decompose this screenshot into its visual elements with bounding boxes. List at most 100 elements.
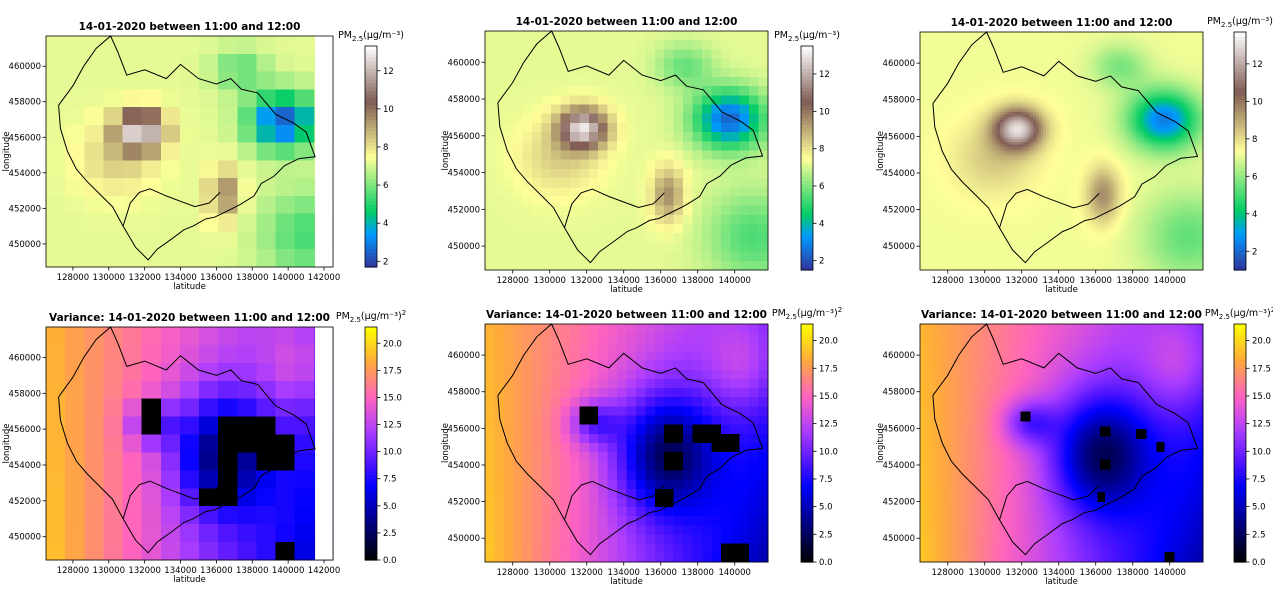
- colorbar-tick-label: 2: [819, 257, 824, 267]
- inner-boundary: [999, 480, 1100, 521]
- x-tick-label: 130000: [969, 568, 1001, 578]
- y-tick-label: 454000: [883, 169, 915, 179]
- colorbar-tick-label: 8: [819, 145, 824, 155]
- x-axis-label: latitude: [610, 577, 643, 587]
- colorbar-frame: [1233, 31, 1247, 271]
- y-tick-label: 454000: [9, 461, 41, 471]
- colorbar-tick-label: 12.5: [1252, 420, 1271, 430]
- x-tick-label: 140000: [1153, 568, 1185, 578]
- x-tick-label: 130000: [93, 273, 125, 283]
- y-tick-label: 460000: [883, 59, 915, 69]
- y-tick-label: 458000: [448, 388, 480, 398]
- colorbar-tick-label: 6: [383, 181, 388, 191]
- colorbar: 0.0 2.5 5.0 7.5 10.0 12.5 15.0 17.5 20.0 PM2.5(µg…: [772, 306, 842, 568]
- colorbar-tick-label: 0.0: [819, 558, 833, 568]
- y-tick-label: 450000: [9, 240, 41, 250]
- colorbar-tick-label: 5.0: [1252, 503, 1266, 513]
- x-tick-label: 134000: [164, 273, 196, 283]
- x-tick-label: 128000: [932, 276, 964, 286]
- x-tick-label: 140000: [1153, 276, 1185, 286]
- x-tick-label: 130000: [534, 568, 566, 578]
- axes-frame: [484, 323, 769, 563]
- x-tick-label: 128000: [57, 273, 89, 283]
- x-tick-label: 136000: [1079, 276, 1111, 286]
- colorbar-tick-label: 7.5: [383, 475, 397, 485]
- colorbar-label: PM2.5(µg/m⁻³): [338, 30, 404, 43]
- colorbar-tick-label: 8: [1252, 135, 1257, 145]
- colorbar-tick-label: 17.5: [383, 366, 402, 376]
- x-tick-label: 128000: [497, 568, 529, 578]
- x-tick-label: 140000: [272, 566, 304, 576]
- x-tick-label: 138000: [681, 568, 713, 578]
- chart-title: Variance: 14-01-2020 between 11:00 and 1…: [49, 312, 330, 324]
- y-tick-label: 460000: [448, 351, 480, 361]
- colorbar-frame: [364, 326, 378, 561]
- axes-frame: [45, 326, 334, 561]
- x-tick-label: 134000: [1042, 568, 1074, 578]
- colorbar-tick-label: 0.0: [383, 556, 397, 566]
- colorbar: 2 4 6 8 10 12 PM2.5(µg/m⁻³): [338, 30, 404, 268]
- region-boundary: [58, 326, 316, 554]
- panel-3: 14-01-2020 between 11:00 and 12:00 128000…: [876, 16, 1273, 295]
- colorbar-tick-label: 6: [819, 182, 824, 192]
- y-tick-label: 452000: [883, 498, 915, 508]
- x-tick-label: 140000: [272, 273, 304, 283]
- x-tick-label: 132000: [1006, 276, 1038, 286]
- x-axis-label: latitude: [173, 575, 206, 585]
- colorbar-tick-label: 10: [819, 107, 830, 117]
- y-tick-label: 456000: [9, 425, 41, 435]
- y-tick-label: 456000: [883, 132, 915, 142]
- colorbar-label: PM2.5(µg/m⁻³)2: [336, 309, 406, 324]
- chart-title: Variance: 14-01-2020 between 11:00 and 1…: [486, 309, 767, 321]
- y-tick-label: 450000: [448, 242, 480, 252]
- chart-title: Variance: 14-01-2020 between 11:00 and 1…: [921, 309, 1202, 321]
- y-tick-label: 456000: [9, 133, 41, 143]
- colorbar: 0.0 2.5 5.0 7.5 10.0 12.5 15.0 17.5 20.0 PM2.5(µg…: [1205, 306, 1273, 568]
- colorbar-tick-label: 12.5: [819, 420, 838, 430]
- inner-boundary: [122, 188, 221, 227]
- y-tick-label: 450000: [883, 534, 915, 544]
- y-tick-label: 452000: [448, 498, 480, 508]
- x-tick-label: 136000: [644, 276, 676, 286]
- y-tick-label: 454000: [448, 461, 480, 471]
- heatmap-cells: [485, 324, 769, 563]
- y-axis-label: longitude: [441, 130, 451, 170]
- colorbar-tick-label: 6: [1252, 172, 1257, 182]
- heatmap-cells: [46, 327, 334, 561]
- colorbar-tick-label: 8: [383, 143, 388, 153]
- heatmap-cells: [485, 31, 769, 271]
- y-axis-label: longitude: [876, 131, 886, 171]
- x-tick-label: 134000: [607, 568, 639, 578]
- x-tick-label: 138000: [236, 273, 268, 283]
- colorbar-tick-label: 20.0: [383, 339, 402, 349]
- no-data-area: [315, 327, 333, 560]
- inner-boundary: [564, 188, 665, 228]
- colorbar-tick-label: 7.5: [819, 475, 833, 485]
- colorbar-tick-label: 15.0: [819, 392, 838, 402]
- x-tick-label: 140000: [718, 568, 750, 578]
- colorbar-tick-label: 2: [1252, 247, 1257, 257]
- x-tick-label: 136000: [1079, 568, 1111, 578]
- x-tick-label: 138000: [681, 276, 713, 286]
- x-tick-label: 134000: [164, 566, 196, 576]
- y-axis-label: longitude: [2, 131, 12, 171]
- x-tick-label: 132000: [571, 568, 603, 578]
- colorbar-tick-label: 5.0: [819, 503, 833, 513]
- x-tick-label: 142000: [308, 273, 340, 283]
- region-boundary: [497, 30, 764, 264]
- x-axis-label: latitude: [1045, 577, 1078, 587]
- colorbar-tick-label: 5.0: [383, 502, 397, 512]
- colorbar-tick-label: 0.0: [1252, 558, 1266, 568]
- x-tick-label: 138000: [1116, 568, 1148, 578]
- x-tick-label: 132000: [571, 276, 603, 286]
- x-tick-label: 142000: [308, 566, 340, 576]
- axes-frame: [919, 323, 1204, 563]
- colorbar-tick-label: 7.5: [1252, 475, 1266, 485]
- colorbar-tick-label: 17.5: [1252, 364, 1271, 374]
- x-tick-label: 128000: [932, 568, 964, 578]
- x-tick-label: 128000: [497, 276, 529, 286]
- region-boundary: [58, 35, 316, 261]
- colorbar-tick-label: 20.0: [1252, 337, 1271, 347]
- y-tick-label: 452000: [9, 497, 41, 507]
- colorbar-tick-label: 4: [383, 219, 388, 229]
